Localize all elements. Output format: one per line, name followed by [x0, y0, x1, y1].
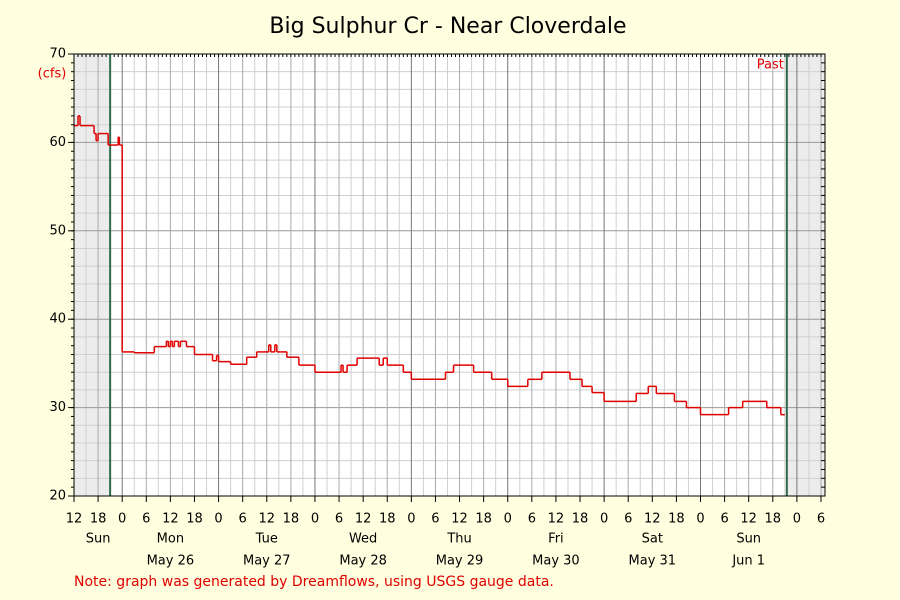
- date-label: May 26: [147, 554, 195, 569]
- y-tick-label: 70: [49, 47, 66, 62]
- x-tick-label: 18: [90, 512, 107, 527]
- plot-frame: [73, 53, 826, 497]
- plot-area: [74, 54, 825, 496]
- y-tick-label: 40: [49, 312, 66, 327]
- x-tick-label: 0: [793, 512, 801, 527]
- date-label: May 28: [339, 554, 387, 569]
- x-tick-label: 18: [668, 512, 685, 527]
- x-tick-label: 18: [572, 512, 589, 527]
- x-tick-label: 6: [431, 512, 439, 527]
- x-tick-label: 0: [118, 512, 126, 527]
- x-tick-label: 12: [644, 512, 661, 527]
- x-tick-label: 12: [451, 512, 468, 527]
- date-label: Jun 1: [731, 554, 765, 569]
- x-tick-label: 6: [817, 512, 825, 527]
- x-tick-label: 6: [335, 512, 343, 527]
- date-label: May 29: [436, 554, 484, 569]
- x-tick-label: 0: [407, 512, 415, 527]
- note: Note: graph was generated by Dreamflows,…: [74, 574, 554, 590]
- x-tick-label: 18: [475, 512, 492, 527]
- date-label: May 30: [532, 554, 580, 569]
- x-tick-label: 6: [720, 512, 728, 527]
- day-label: Mon: [157, 532, 184, 547]
- x-tick-label: 0: [214, 512, 222, 527]
- x-tick-label: 12: [740, 512, 757, 527]
- x-tick-label: 18: [765, 512, 782, 527]
- x-tick-label: 12: [355, 512, 372, 527]
- x-tick-label: 0: [504, 512, 512, 527]
- y-tick-label: 50: [49, 223, 66, 238]
- step-riser: [77, 115, 782, 415]
- y-tick-label: 20: [49, 489, 66, 504]
- day-label: Tue: [255, 532, 278, 547]
- x-tick-label: 0: [311, 512, 319, 527]
- date-label: May 27: [243, 554, 291, 569]
- day-label: Sun: [736, 532, 761, 547]
- x-tick-label: 6: [239, 512, 247, 527]
- x-tick-label: 0: [600, 512, 608, 527]
- x-tick-label: 6: [624, 512, 632, 527]
- x-tick-label: 18: [379, 512, 396, 527]
- x-tick-label: 0: [696, 512, 704, 527]
- chart-title: Big Sulphur Cr - Near Cloverdale: [269, 14, 626, 39]
- x-tick-label: 6: [528, 512, 536, 527]
- marker-label: Past: [757, 58, 784, 73]
- x-tick-label: 6: [142, 512, 150, 527]
- day-label: Thu: [446, 532, 471, 547]
- date-label: May 31: [629, 554, 677, 569]
- day-label: Wed: [349, 532, 377, 547]
- y-tick-label: 60: [49, 135, 66, 150]
- x-tick-label: 18: [283, 512, 300, 527]
- x-tick-label: 12: [258, 512, 275, 527]
- day-label: Sun: [86, 532, 111, 547]
- x-tick-label: 18: [186, 512, 203, 527]
- day-label: Sat: [642, 532, 663, 547]
- shade: [74, 54, 111, 496]
- y-tick-label: 30: [49, 400, 66, 415]
- x-tick-label: 12: [548, 512, 565, 527]
- shade: [786, 54, 825, 496]
- day-label: Fri: [548, 532, 564, 547]
- x-tick-label: 12: [162, 512, 179, 527]
- x-tick-label: 12: [66, 512, 83, 527]
- y-axis-label: (cfs): [38, 67, 67, 82]
